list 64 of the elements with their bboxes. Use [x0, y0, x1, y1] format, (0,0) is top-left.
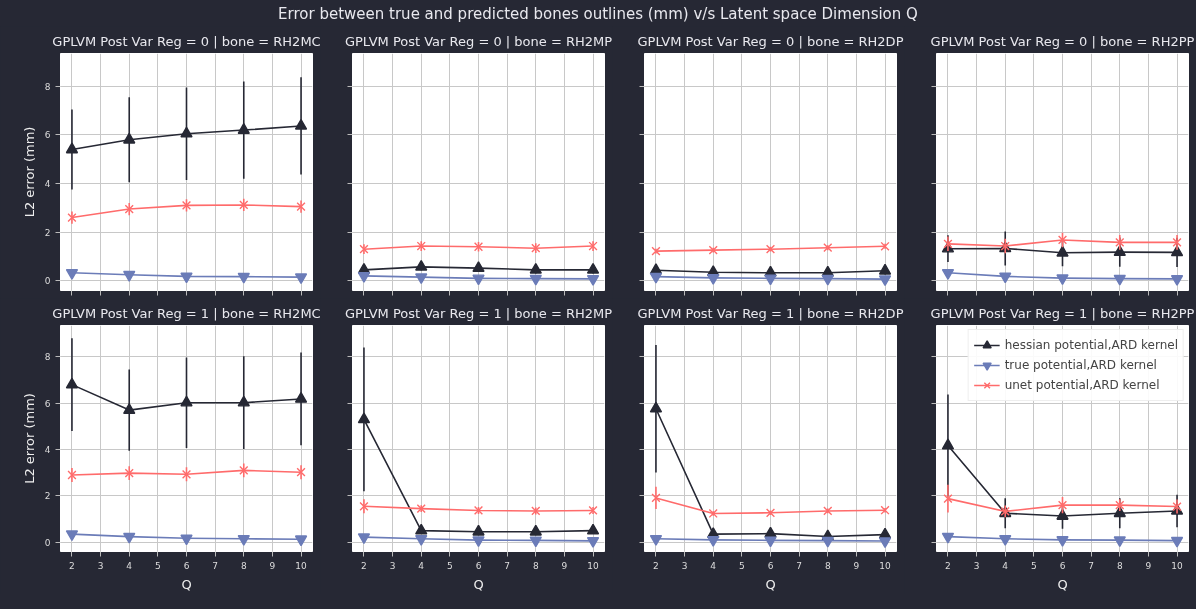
legend-label: unet potential,ARD kernel	[1004, 378, 1160, 392]
x-axis-title: Q	[181, 576, 192, 592]
x-tick-label: 8	[824, 560, 831, 571]
y-tick-label: 4	[44, 179, 51, 190]
chart-title: GPLVM Post Var Reg = 0 | bone = RH2DP	[637, 33, 904, 49]
y-tick-label: 8	[44, 81, 51, 92]
y-axis-title: L2 error (mm)	[21, 393, 37, 484]
y-tick-label: 0	[44, 537, 51, 548]
y-tick-label: 6	[44, 130, 51, 141]
x-tick-label: 4	[1002, 560, 1009, 571]
x-tick-label: 6	[1059, 560, 1066, 571]
x-tick-label: 6	[767, 560, 774, 571]
x-tick-label: 10	[879, 560, 892, 571]
chart-title: GPLVM Post Var Reg = 0 | bone = RH2PP	[930, 33, 1195, 49]
x-tick-label: 3	[389, 560, 396, 571]
chart-title: GPLVM Post Var Reg = 0 | bone = RH2MC	[52, 33, 321, 49]
legend-label: true potential,ARD kernel	[1004, 358, 1157, 372]
x-tick-label: 2	[69, 560, 75, 571]
x-tick-label: 3	[97, 560, 104, 571]
x-tick-label: 4	[710, 560, 717, 571]
x-tick-label: 4	[126, 560, 133, 571]
x-tick-label: 4	[418, 560, 425, 571]
x-tick-label: 9	[561, 560, 568, 571]
y-tick-label: 2	[44, 227, 51, 238]
y-tick-label: 2	[44, 491, 51, 502]
chart-title: GPLVM Post Var Reg = 1 | bone = RH2MC	[52, 305, 321, 321]
x-tick-label: 10	[1171, 560, 1184, 571]
x-tick-label: 8	[1116, 560, 1123, 571]
x-tick-label: 2	[945, 560, 951, 571]
x-tick-label: 5	[155, 560, 161, 571]
legend-label: hessian potential,ARD kernel	[1004, 338, 1178, 352]
x-tick-label: 8	[532, 560, 539, 571]
chart-title: GPLVM Post Var Reg = 1 | bone = RH2DP	[637, 305, 904, 321]
x-axis-title: Q	[1057, 576, 1068, 592]
chart-title: GPLVM Post Var Reg = 0 | bone = RH2MP	[344, 33, 613, 49]
x-tick-label: 9	[269, 560, 276, 571]
x-tick-label: 7	[504, 560, 511, 571]
x-tick-label: 7	[212, 560, 219, 571]
x-tick-label: 6	[183, 560, 190, 571]
x-tick-label: 3	[973, 560, 980, 571]
x-tick-label: 9	[1145, 560, 1152, 571]
x-tick-label: 9	[853, 560, 860, 571]
x-tick-label: 10	[295, 560, 308, 571]
x-tick-label: 5	[447, 560, 453, 571]
x-tick-label: 7	[796, 560, 803, 571]
x-tick-label: 2	[653, 560, 659, 571]
x-tick-label: 2	[361, 560, 367, 571]
y-tick-label: 0	[44, 276, 51, 287]
y-tick-label: 6	[44, 398, 51, 409]
text: Error between true and predicted bones outlines (mm) v/s Latent space Dimension Q	[278, 4, 918, 25]
x-tick-label: 7	[1088, 560, 1095, 571]
x-axis-title: Q	[765, 576, 776, 592]
x-axis-title: Q	[473, 576, 484, 592]
chart-title: GPLVM Post Var Reg = 1 | bone = RH2PP	[930, 305, 1195, 321]
x-tick-label: 10	[587, 560, 600, 571]
x-tick-label: 5	[739, 560, 745, 571]
chart-title: GPLVM Post Var Reg = 1 | bone = RH2MP	[344, 305, 613, 321]
y-tick-label: 4	[44, 445, 51, 456]
x-tick-label: 3	[681, 560, 688, 571]
x-tick-label: 6	[475, 560, 482, 571]
x-tick-label: 8	[240, 560, 247, 571]
x-tick-label: 5	[1031, 560, 1037, 571]
y-axis-title: L2 error (mm)	[21, 126, 37, 218]
y-tick-label: 8	[44, 352, 51, 363]
